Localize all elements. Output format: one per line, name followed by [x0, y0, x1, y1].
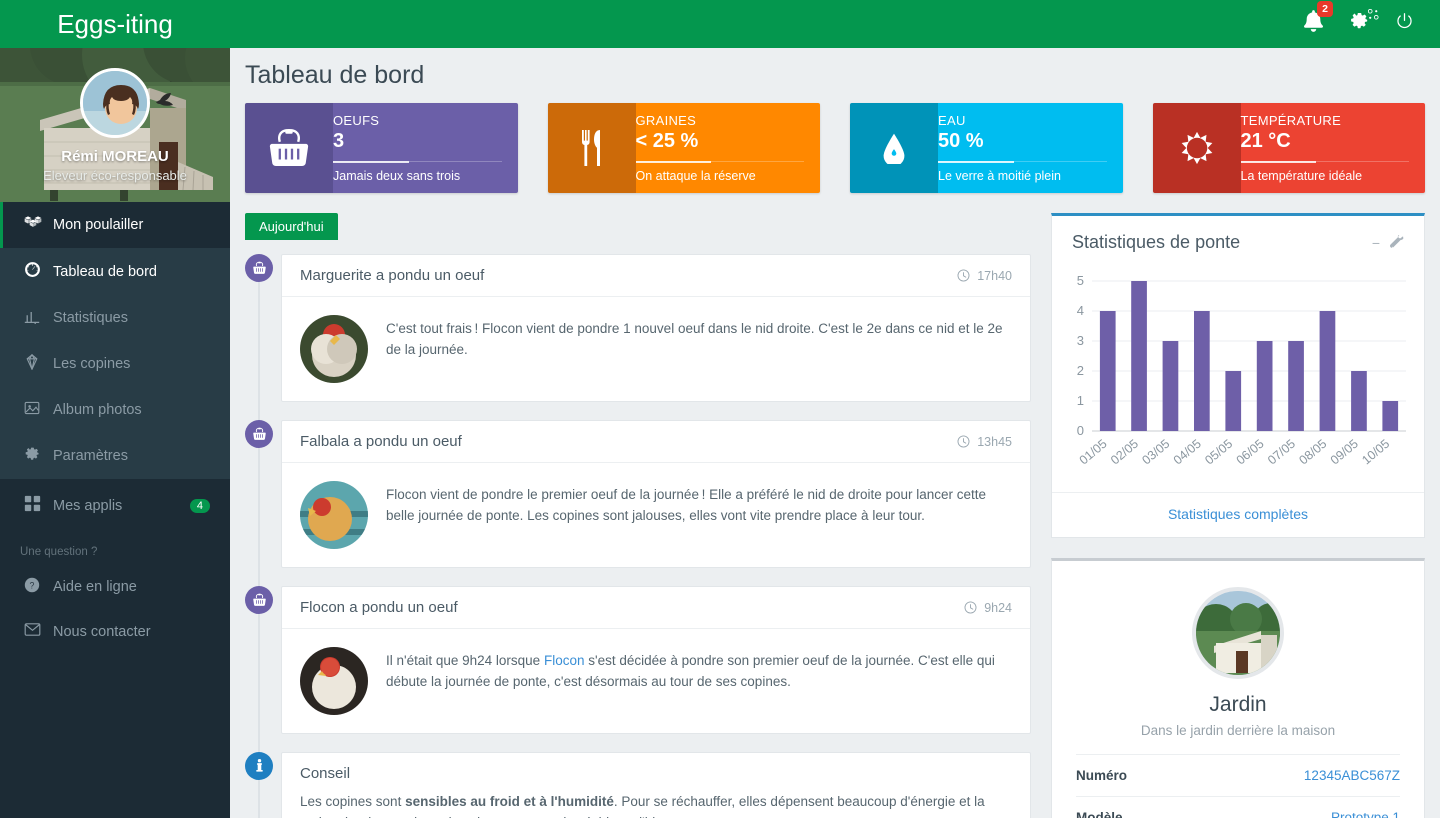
svg-text:01/05: 01/05	[1077, 437, 1110, 468]
svg-text:0: 0	[1077, 423, 1084, 438]
svg-text:02/05: 02/05	[1108, 437, 1141, 468]
svg-text:5: 5	[1077, 273, 1084, 288]
svg-text:08/05: 08/05	[1296, 437, 1329, 468]
svg-text:05/05: 05/05	[1202, 437, 1235, 468]
svg-text:09/05: 09/05	[1328, 437, 1361, 468]
svg-text:1: 1	[1077, 393, 1084, 408]
svg-text:04/05: 04/05	[1171, 437, 1204, 468]
svg-text:07/05: 07/05	[1265, 437, 1298, 468]
svg-text:06/05: 06/05	[1234, 437, 1267, 468]
svg-text:03/05: 03/05	[1139, 437, 1172, 468]
svg-text:10/05: 10/05	[1359, 437, 1392, 468]
svg-text:2: 2	[1077, 363, 1084, 378]
svg-text:?: ?	[30, 581, 35, 591]
svg-text:3: 3	[1077, 333, 1084, 348]
svg-text:4: 4	[1077, 303, 1084, 318]
